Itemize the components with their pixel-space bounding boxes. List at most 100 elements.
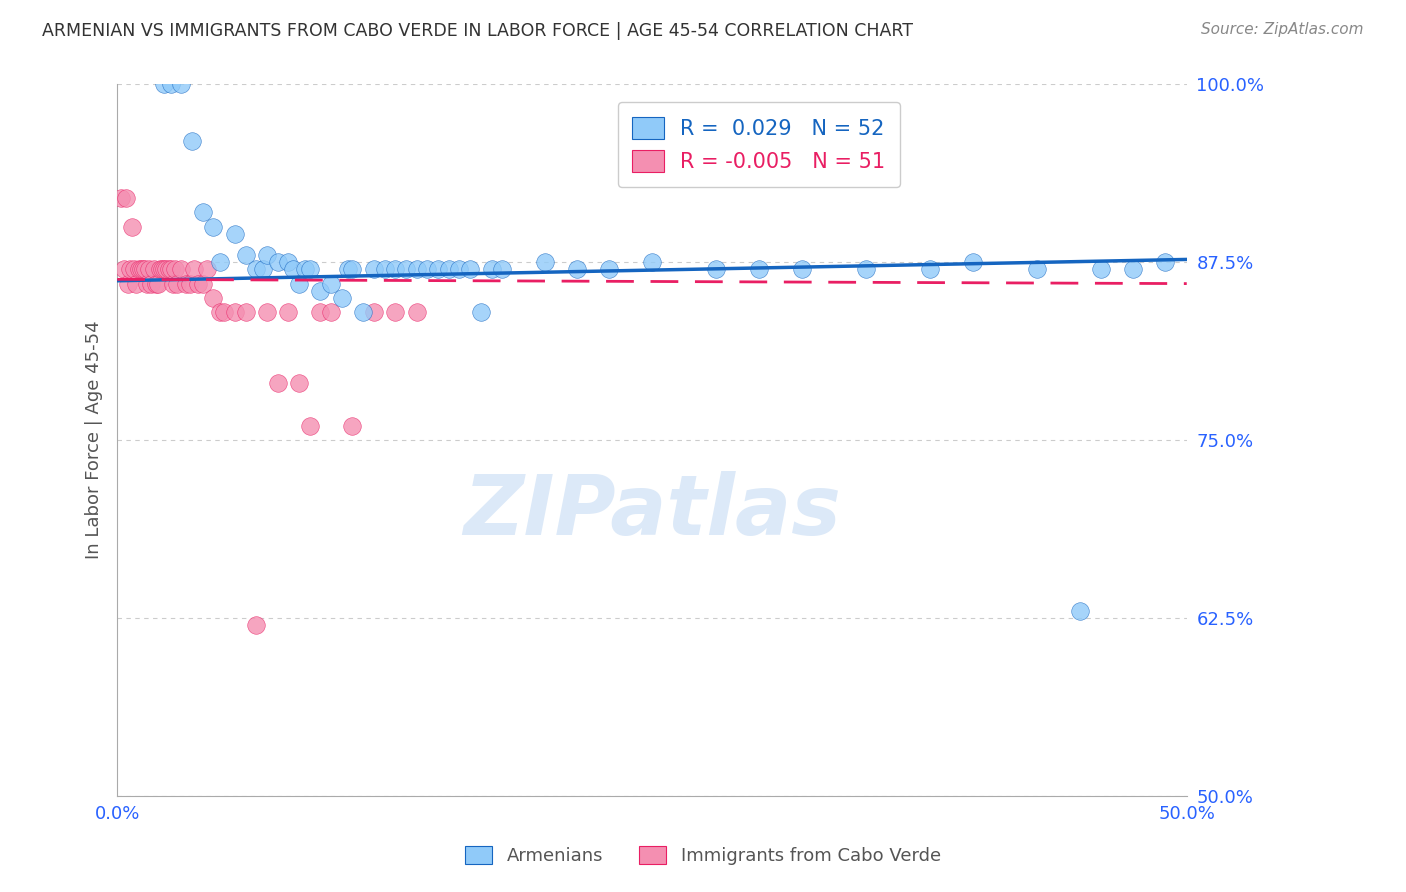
Point xyxy=(208,255,231,269)
Point xyxy=(342,418,364,433)
Point xyxy=(245,618,267,632)
Point xyxy=(294,262,316,277)
Point xyxy=(141,277,163,291)
Point xyxy=(134,262,156,277)
Point xyxy=(112,262,135,277)
Point xyxy=(918,262,941,277)
Point xyxy=(342,262,364,277)
Point xyxy=(195,262,218,277)
Point xyxy=(191,277,214,291)
Point xyxy=(145,277,167,291)
Point xyxy=(1122,262,1144,277)
Point xyxy=(1069,604,1091,618)
Point xyxy=(121,219,143,234)
Point xyxy=(128,262,150,277)
Point xyxy=(183,262,205,277)
Point xyxy=(298,262,321,277)
Legend: Armenians, Immigrants from Cabo Verde: Armenians, Immigrants from Cabo Verde xyxy=(456,837,950,874)
Point xyxy=(170,78,193,92)
Point xyxy=(114,191,136,205)
Point xyxy=(855,262,877,277)
Point xyxy=(155,262,177,277)
Point xyxy=(149,262,172,277)
Point xyxy=(298,418,321,433)
Text: Source: ZipAtlas.com: Source: ZipAtlas.com xyxy=(1201,22,1364,37)
Point xyxy=(458,262,481,277)
Point xyxy=(277,255,299,269)
Point xyxy=(166,277,188,291)
Point xyxy=(395,262,418,277)
Point xyxy=(565,262,588,277)
Point xyxy=(202,219,225,234)
Point xyxy=(437,262,460,277)
Point xyxy=(118,262,141,277)
Point xyxy=(309,284,332,298)
Point xyxy=(159,262,181,277)
Point xyxy=(405,262,427,277)
Point xyxy=(319,277,342,291)
Point xyxy=(641,255,664,269)
Point xyxy=(132,262,155,277)
Point xyxy=(179,277,201,291)
Point xyxy=(277,305,299,319)
Point xyxy=(224,305,246,319)
Point xyxy=(110,191,132,205)
Point xyxy=(288,376,311,391)
Point xyxy=(384,262,406,277)
Point xyxy=(181,134,204,148)
Point xyxy=(534,255,557,269)
Point xyxy=(125,277,148,291)
Point xyxy=(748,262,770,277)
Point xyxy=(790,262,813,277)
Point xyxy=(352,305,374,319)
Point xyxy=(174,277,197,291)
Point xyxy=(1090,262,1112,277)
Point xyxy=(163,262,186,277)
Point xyxy=(598,262,620,277)
Point xyxy=(136,277,159,291)
Point xyxy=(191,205,214,219)
Point xyxy=(330,291,353,305)
Point xyxy=(266,255,288,269)
Text: ARMENIAN VS IMMIGRANTS FROM CABO VERDE IN LABOR FORCE | AGE 45-54 CORRELATION CH: ARMENIAN VS IMMIGRANTS FROM CABO VERDE I… xyxy=(42,22,912,40)
Point xyxy=(170,262,193,277)
Point xyxy=(363,262,385,277)
Point xyxy=(146,277,169,291)
Point xyxy=(235,248,257,262)
Point xyxy=(1026,262,1049,277)
Point xyxy=(157,262,180,277)
Point xyxy=(252,262,274,277)
Text: ZIPatlas: ZIPatlas xyxy=(463,471,841,552)
Point xyxy=(117,277,139,291)
Point xyxy=(159,78,181,92)
Point xyxy=(138,262,160,277)
Point xyxy=(374,262,396,277)
Point xyxy=(142,262,165,277)
Point xyxy=(704,262,727,277)
Point xyxy=(256,248,278,262)
Point xyxy=(481,262,503,277)
Point xyxy=(187,277,209,291)
Point xyxy=(150,262,173,277)
Point xyxy=(129,262,152,277)
Legend: R =  0.029   N = 52, R = -0.005   N = 51: R = 0.029 N = 52, R = -0.005 N = 51 xyxy=(617,102,900,187)
Point xyxy=(427,262,450,277)
Point xyxy=(1154,255,1177,269)
Point xyxy=(470,305,492,319)
Point xyxy=(266,376,288,391)
Point xyxy=(256,305,278,319)
Point xyxy=(202,291,225,305)
Point xyxy=(281,262,304,277)
Point xyxy=(962,255,984,269)
Point xyxy=(337,262,360,277)
Point xyxy=(405,305,427,319)
Point xyxy=(212,305,235,319)
Y-axis label: In Labor Force | Age 45-54: In Labor Force | Age 45-54 xyxy=(86,321,103,559)
Point xyxy=(449,262,471,277)
Point xyxy=(235,305,257,319)
Point xyxy=(245,262,267,277)
Point xyxy=(491,262,513,277)
Point xyxy=(208,305,231,319)
Point xyxy=(363,305,385,319)
Point xyxy=(288,277,311,291)
